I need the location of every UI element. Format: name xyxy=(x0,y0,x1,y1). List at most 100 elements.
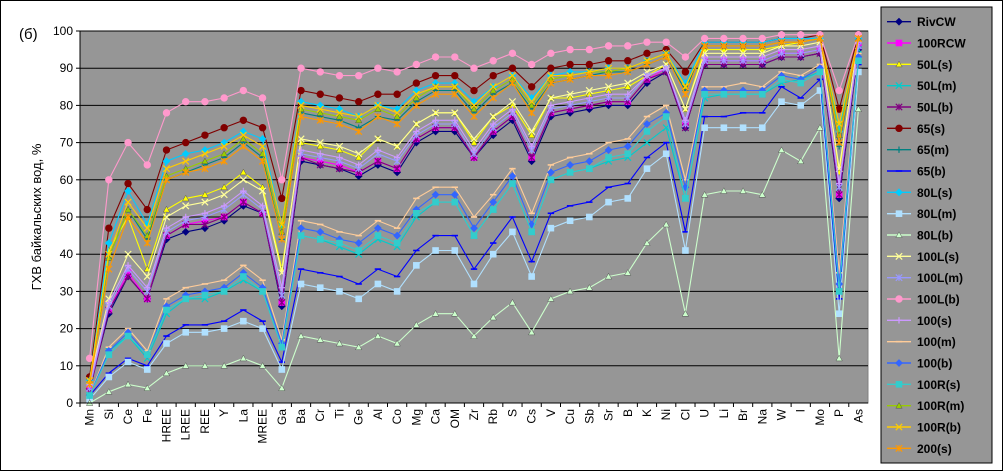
data-point xyxy=(182,157,190,165)
y-tick-label: 10 xyxy=(60,359,74,373)
legend-marker xyxy=(895,188,903,197)
data-point xyxy=(182,168,190,176)
data-point xyxy=(701,90,708,98)
data-point xyxy=(739,90,747,98)
data-point xyxy=(797,79,805,87)
data-point xyxy=(336,288,343,295)
x-tick-label: Si xyxy=(102,409,116,420)
legend-item: 65(m) xyxy=(887,143,949,157)
data-point xyxy=(317,150,324,157)
data-point xyxy=(605,91,612,98)
data-point xyxy=(374,135,382,143)
data-point xyxy=(758,190,766,198)
legend-item: 100RCW xyxy=(887,37,966,51)
y-tick-label: 50 xyxy=(60,210,74,224)
data-point xyxy=(163,340,170,347)
legend-item: RivCW xyxy=(887,15,956,29)
legend-label: 50L(m) xyxy=(917,79,956,93)
data-point xyxy=(393,68,401,76)
data-point xyxy=(124,272,132,281)
data-point xyxy=(373,224,382,233)
data-point xyxy=(105,224,113,232)
data-point xyxy=(182,202,190,210)
data-point xyxy=(201,97,209,106)
data-point xyxy=(835,138,843,147)
data-point xyxy=(412,60,421,69)
data-point xyxy=(547,64,555,72)
data-point xyxy=(624,79,632,87)
data-point xyxy=(374,280,382,288)
data-point xyxy=(239,86,248,95)
data-point xyxy=(163,224,170,232)
data-point xyxy=(316,90,324,98)
legend-item: 100R(m) xyxy=(887,399,964,413)
legend-label: 100L(b) xyxy=(917,293,960,307)
legend-item: 80L(s) xyxy=(887,186,952,200)
x-tick-label: Cu xyxy=(563,409,577,424)
data-point xyxy=(470,86,478,95)
data-point xyxy=(431,310,440,317)
data-point xyxy=(220,157,228,165)
legend-marker xyxy=(895,60,903,68)
data-point xyxy=(528,101,536,109)
data-point xyxy=(566,75,574,83)
data-point xyxy=(316,284,324,291)
data-point xyxy=(470,332,478,339)
data-point xyxy=(431,53,440,61)
data-point xyxy=(124,262,132,269)
data-point xyxy=(220,183,228,191)
data-point xyxy=(278,194,286,203)
data-point xyxy=(220,213,228,221)
y-tick-label: 100 xyxy=(53,24,73,38)
data-point xyxy=(259,202,266,210)
data-point xyxy=(335,120,344,128)
data-point xyxy=(547,79,555,87)
legend-item: 100(b) xyxy=(887,357,952,371)
x-tick-label: U xyxy=(698,409,712,418)
data-point xyxy=(393,165,401,173)
data-point xyxy=(604,64,613,72)
legend-label: 80L(b) xyxy=(917,229,953,243)
data-point xyxy=(759,53,766,61)
data-point xyxy=(758,45,766,53)
data-point xyxy=(508,49,517,58)
data-point xyxy=(393,109,401,117)
data-point xyxy=(624,91,631,98)
x-tick-label: V xyxy=(544,409,558,417)
data-point xyxy=(278,343,286,351)
legend-item: 50L(m) xyxy=(887,79,956,93)
data-point xyxy=(258,362,267,369)
data-point xyxy=(336,239,343,247)
data-point xyxy=(239,135,247,142)
data-point xyxy=(432,117,439,124)
data-point xyxy=(701,42,709,50)
data-point xyxy=(566,287,574,295)
data-point xyxy=(547,224,555,232)
x-tick-label: Fe xyxy=(140,409,154,423)
data-point xyxy=(662,150,670,158)
legend-item: 80L(b) xyxy=(887,229,953,243)
data-point xyxy=(316,68,324,76)
data-point xyxy=(489,57,497,65)
data-point xyxy=(393,142,401,150)
y-tick-label: 0 xyxy=(66,396,73,410)
data-point xyxy=(585,72,593,80)
data-point xyxy=(624,83,632,90)
legend-marker xyxy=(895,401,903,409)
data-point xyxy=(182,97,190,106)
data-point xyxy=(335,142,344,150)
data-point xyxy=(489,250,497,258)
data-point xyxy=(201,190,209,198)
legend-marker xyxy=(895,82,903,90)
data-point xyxy=(586,165,593,172)
data-point xyxy=(835,120,843,128)
data-point xyxy=(355,343,363,351)
data-point xyxy=(335,109,344,117)
data-point xyxy=(278,284,286,291)
legend-item: 200(s) xyxy=(887,442,952,456)
data-point xyxy=(85,380,94,389)
data-point xyxy=(451,117,458,124)
data-point xyxy=(585,283,593,291)
data-point xyxy=(413,262,420,269)
